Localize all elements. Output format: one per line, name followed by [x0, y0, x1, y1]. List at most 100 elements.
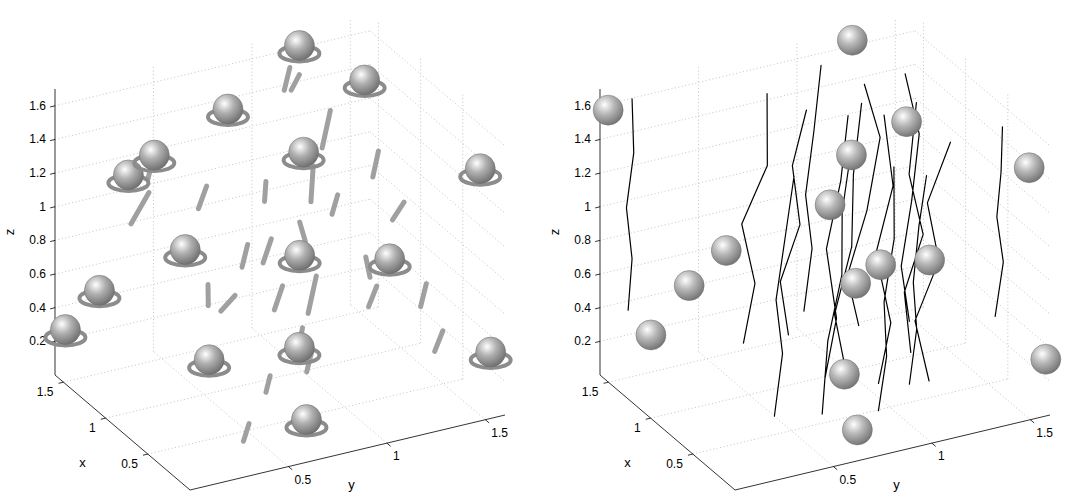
- grid-line: [600, 64, 915, 139]
- grid-line: [965, 57, 966, 343]
- bubble: [285, 240, 315, 270]
- bubble: [866, 250, 896, 280]
- grid-line: [693, 379, 1008, 454]
- tick: [595, 139, 600, 140]
- tick: [59, 382, 64, 383]
- tick: [50, 274, 55, 275]
- tick-label: 0.4: [574, 301, 591, 315]
- bubble: [1031, 344, 1061, 374]
- tick: [50, 106, 55, 107]
- grid-line: [915, 233, 1050, 348]
- z-axis-line: [600, 89, 601, 375]
- tick: [50, 139, 55, 140]
- bubble: [593, 95, 623, 125]
- grid-line: [63, 307, 378, 382]
- tick-label: 1.5: [491, 426, 508, 440]
- tick: [288, 467, 292, 470]
- grid-line: [600, 98, 915, 173]
- tick: [595, 207, 600, 208]
- vortex-structure: [131, 68, 443, 442]
- streamline: [626, 65, 1003, 416]
- grid-line: [370, 132, 505, 247]
- tick-label: 0.2: [574, 334, 591, 348]
- tick: [932, 443, 936, 446]
- tick-label: 1.5: [37, 385, 54, 399]
- grid-line: [608, 307, 923, 382]
- tick-label: 1.6: [29, 99, 46, 113]
- x-axis-line: [55, 375, 190, 490]
- bubble: [139, 140, 169, 170]
- tick-label: 1.6: [574, 99, 591, 113]
- grid-line: [915, 31, 1050, 146]
- figure: 0.511.50.511.50.20.40.60.811.21.41.6xyz0…: [0, 0, 1068, 502]
- bubble: [842, 415, 872, 445]
- tick-label: 1: [938, 449, 945, 463]
- grid-line: [350, 305, 485, 420]
- bubble: [636, 320, 666, 350]
- grid-line: [915, 98, 1050, 213]
- tick-label: 1: [39, 200, 46, 214]
- bubble: [375, 244, 405, 274]
- tick-label: 1.4: [29, 132, 46, 146]
- bubble: [837, 25, 867, 55]
- bubble: [170, 235, 200, 265]
- grid-line: [370, 233, 505, 348]
- tick-label: 0.4: [29, 301, 46, 315]
- tick-label: 1: [393, 449, 400, 463]
- tick: [1030, 420, 1034, 423]
- bubble: [194, 345, 224, 375]
- tick: [646, 418, 651, 419]
- tick: [595, 173, 600, 174]
- tick-label: 0.5: [294, 473, 311, 487]
- tick-label: 0.8: [29, 233, 46, 247]
- tick-label: 0.6: [29, 267, 46, 281]
- grid-line: [1007, 93, 1008, 379]
- bubble: [674, 271, 704, 301]
- tick-label: 0.8: [574, 233, 591, 247]
- tick-label: 1.5: [582, 385, 599, 399]
- grid-line: [600, 233, 915, 308]
- tick-label: 1.4: [574, 132, 591, 146]
- grid-line: [796, 42, 797, 328]
- grid-line: [350, 19, 351, 305]
- x-axis-line: [600, 375, 735, 490]
- grid-line: [252, 328, 387, 443]
- grid-line: [370, 98, 505, 213]
- axis-title: y: [348, 477, 355, 492]
- grid-line: [915, 132, 1050, 247]
- tick: [595, 274, 600, 275]
- tick-label: 1: [634, 421, 641, 435]
- axes: 0.511.50.511.50.20.40.60.811.21.41.6xyz: [547, 89, 1053, 492]
- tick: [50, 240, 55, 241]
- bubble: [892, 107, 922, 137]
- tick-label: 1: [89, 421, 96, 435]
- tick: [595, 308, 600, 309]
- bubble: [213, 94, 243, 124]
- bubble: [711, 235, 741, 265]
- tick-label: 1.2: [574, 166, 591, 180]
- bubble: [841, 268, 871, 298]
- tick: [50, 173, 55, 174]
- axis-title: y: [893, 477, 900, 492]
- tick-label: 0.6: [574, 267, 591, 281]
- bubble: [1014, 153, 1044, 183]
- grid-line: [370, 199, 505, 314]
- tick: [101, 418, 106, 419]
- grid-line: [55, 165, 370, 240]
- grid-line: [698, 352, 833, 467]
- grid-line: [153, 66, 154, 352]
- tick: [485, 420, 489, 423]
- tick: [595, 341, 600, 342]
- grid-line: [55, 31, 370, 106]
- tick: [604, 382, 609, 383]
- axes: 0.511.50.511.50.20.40.60.811.21.41.6xyz: [2, 89, 508, 492]
- grid-line: [462, 93, 463, 379]
- grid-line: [698, 66, 699, 352]
- tick-label: 1.2: [29, 166, 46, 180]
- grid: [600, 19, 1050, 467]
- bubble: [836, 140, 866, 170]
- bubble: [915, 245, 945, 275]
- grid-line: [915, 266, 1050, 381]
- axis-title: z: [547, 229, 562, 236]
- tick-label: 1: [584, 200, 591, 214]
